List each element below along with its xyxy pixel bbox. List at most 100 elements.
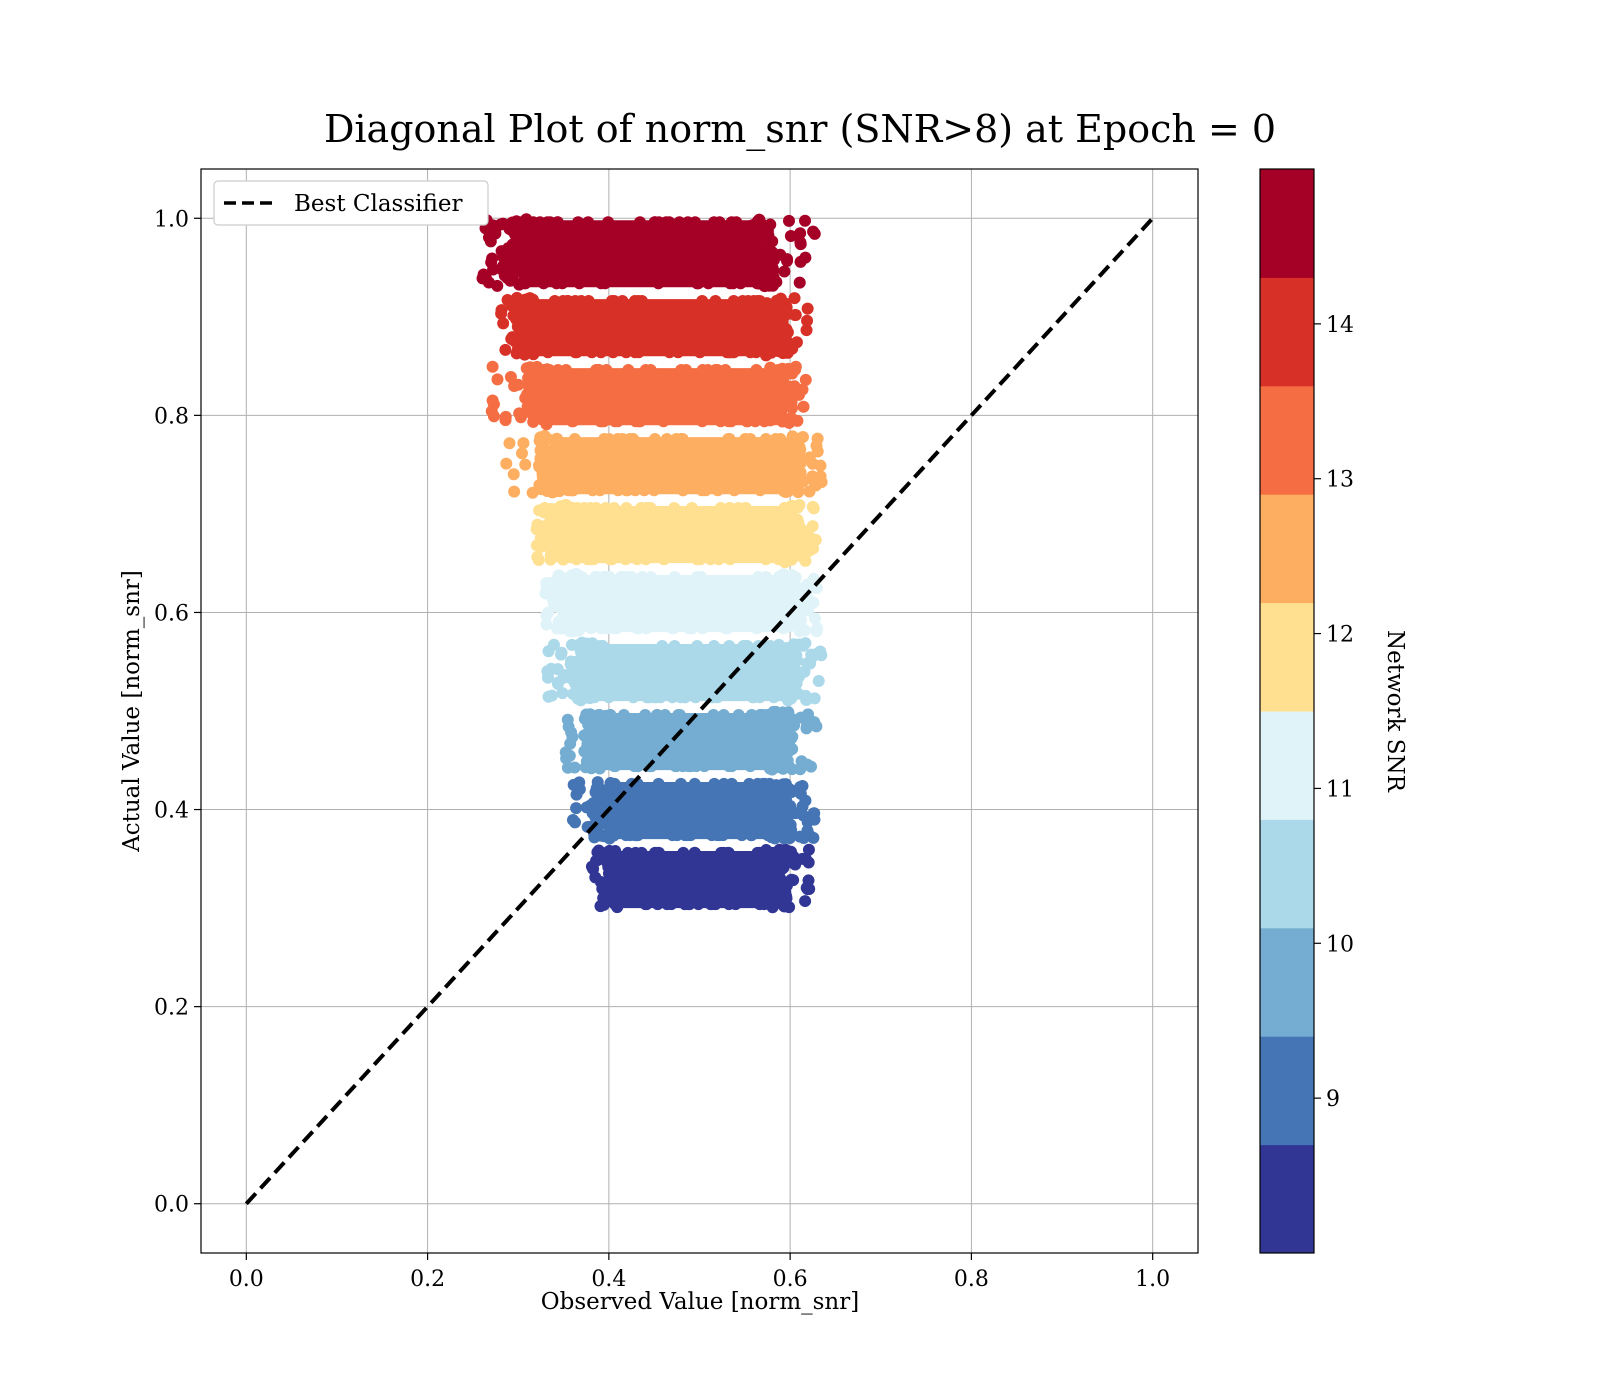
scatter-point [611, 433, 624, 446]
scatter-point [668, 570, 681, 583]
scatter-point [563, 540, 576, 553]
colorbar-segment [1260, 711, 1314, 820]
scatter-point [519, 277, 532, 290]
scatter-point [736, 295, 749, 308]
scatter-point [679, 691, 692, 704]
scatter-point [599, 852, 612, 865]
scatter-point [765, 279, 778, 292]
colorbar-tick-label: 14 [1326, 313, 1354, 338]
scatter-point [562, 518, 575, 531]
scatter-point [698, 760, 711, 773]
scatter-point [608, 622, 621, 635]
scatter-point [774, 433, 787, 446]
scatter-point [651, 898, 664, 911]
scatter-point [551, 216, 564, 229]
scatter-point [797, 639, 810, 652]
scatter-point [691, 277, 704, 290]
plot-frame [200, 168, 1199, 1254]
scatter-point [755, 846, 768, 859]
scatter-point [782, 582, 795, 595]
scatter-point [556, 687, 569, 700]
y-tick-label: 1.0 [154, 207, 189, 232]
scatter-point [781, 383, 794, 396]
scatter-point [799, 554, 812, 567]
scatter-point [758, 415, 771, 428]
scatter-point [633, 216, 646, 229]
scatter-point [660, 433, 673, 446]
scatter-point [759, 553, 772, 566]
scatter-point [608, 501, 621, 514]
scatter-point [729, 898, 742, 911]
scatter-point [799, 895, 812, 908]
scatter-point [517, 344, 530, 357]
scatter-point [496, 217, 509, 230]
scatter-point [705, 898, 718, 911]
scatter-point [644, 364, 657, 377]
scatter-point [788, 308, 801, 321]
legend-label-best-classifier: Best Classifier [294, 191, 462, 217]
scatter-point [585, 346, 598, 359]
scatter-point [724, 277, 737, 290]
scatter-point [711, 691, 724, 704]
scatter-point [732, 708, 745, 721]
scatter-point [531, 327, 544, 340]
scatter-point [801, 314, 814, 327]
scatter-point [507, 468, 520, 481]
scatter-point [665, 898, 678, 911]
scatter-point [537, 277, 550, 290]
scatter-point [561, 295, 574, 308]
scatter-point [814, 459, 827, 472]
scatter-point [578, 654, 591, 667]
scatter-point [723, 433, 736, 446]
scatter-band-core [518, 220, 763, 288]
scatter-point [681, 829, 694, 842]
scatter-point [808, 692, 821, 705]
scatter-point [617, 871, 630, 884]
scatter-point [776, 862, 789, 875]
legend-box [213, 180, 489, 226]
scatter-point [598, 433, 611, 446]
scatter-points [476, 213, 828, 914]
scatter-point [792, 483, 805, 496]
scatter-point [541, 346, 554, 359]
scatter-point [599, 277, 612, 290]
scatter-point [593, 364, 606, 377]
scatter-point [608, 777, 621, 790]
scatter-point [754, 259, 767, 272]
scatter-point [569, 346, 582, 359]
scatter-point [681, 216, 694, 229]
scatter-point [568, 761, 581, 774]
scatter-point [750, 622, 763, 635]
scatter-point [676, 484, 689, 497]
scatter-point [628, 295, 641, 308]
scatter-point [805, 760, 818, 773]
scatter-point [566, 415, 579, 428]
scatter-point [794, 531, 807, 544]
scatter-point [739, 433, 752, 446]
scatter-point [670, 433, 683, 446]
scatter-point [565, 501, 578, 514]
scatter-point [656, 639, 669, 652]
scatter-point [620, 829, 633, 842]
scatter-point [751, 277, 764, 290]
scatter-point [621, 846, 634, 859]
scatter-point [486, 360, 499, 373]
scatter-point [499, 410, 512, 423]
colorbar-segment [1260, 819, 1314, 929]
scatter-point [644, 570, 657, 583]
scatter-point [762, 229, 775, 242]
scatter-point [793, 471, 806, 484]
scatter-point [631, 829, 644, 842]
scatter-point [648, 484, 661, 497]
scatter-point [582, 755, 595, 768]
scatter-band-core [549, 437, 791, 495]
scatter-point [570, 553, 583, 566]
scatter-point [482, 276, 495, 289]
scatter-point [549, 534, 562, 547]
scatter-point [533, 373, 546, 386]
scatter-point [666, 622, 679, 635]
scatter-point [672, 708, 685, 721]
scatter-point [754, 708, 767, 721]
x-axis-label: Observed Value [norm_snr] [541, 1289, 859, 1315]
scatter-point [567, 609, 580, 622]
